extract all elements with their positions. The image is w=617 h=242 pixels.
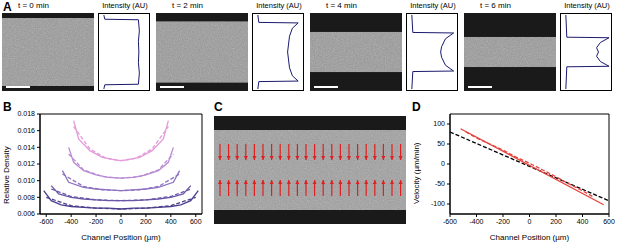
html-text:A: A: [3, 0, 12, 14]
svg-text:Channel Position (µm): Channel Position (µm): [490, 233, 570, 242]
html-text:Intensity (AU): Intensity (AU): [256, 1, 302, 10]
html-text:t = 2 min: t = 2 min: [172, 1, 203, 10]
html-text:C: C: [214, 100, 223, 114]
svg-text:0: 0: [119, 218, 123, 225]
svg-text:-200: -200: [496, 218, 510, 225]
svg-text:600: 600: [190, 218, 202, 225]
html-text:t = 0 min: t = 0 min: [18, 1, 49, 10]
html-text:Intensity (AU): Intensity (AU): [410, 1, 456, 10]
html-text:Intensity (AU): Intensity (AU): [564, 1, 610, 10]
html-text:D: D: [412, 100, 421, 114]
svg-text:0: 0: [528, 218, 532, 225]
svg-text:0.016: 0.016: [17, 127, 35, 134]
html-text:t = 4 min: t = 4 min: [326, 1, 357, 10]
svg-text:50: 50: [437, 140, 445, 147]
svg-text:200: 200: [140, 218, 152, 225]
svg-text:400: 400: [165, 218, 177, 225]
html-text:t = 6 min: t = 6 min: [480, 1, 511, 10]
svg-text:-400: -400: [64, 218, 78, 225]
svg-text:400: 400: [577, 218, 589, 225]
html-text:Intensity (AU): Intensity (AU): [102, 1, 148, 10]
svg-text:-400: -400: [469, 218, 483, 225]
svg-text:600: 600: [603, 218, 615, 225]
svg-text:0.006: 0.006: [17, 210, 35, 217]
svg-text:0.012: 0.012: [17, 160, 35, 167]
svg-text:Relative Density: Relative Density: [2, 146, 11, 204]
svg-text:200: 200: [550, 218, 562, 225]
svg-text:Channel Position (µm): Channel Position (µm): [81, 233, 161, 242]
svg-text:100: 100: [433, 120, 445, 127]
svg-text:-600: -600: [443, 218, 457, 225]
svg-text:0.018: 0.018: [17, 110, 35, 117]
html-text:B: B: [3, 100, 12, 114]
svg-text:Velocity (µm/min): Velocity (µm/min): [412, 142, 421, 204]
svg-text:0.008: 0.008: [17, 194, 35, 201]
svg-text:0: 0: [441, 160, 445, 167]
svg-text:-100: -100: [431, 200, 445, 207]
svg-text:-200: -200: [89, 218, 103, 225]
svg-text:0.014: 0.014: [17, 144, 35, 151]
svg-text:-50: -50: [435, 180, 445, 187]
svg-text:0.010: 0.010: [17, 177, 35, 184]
svg-text:-600: -600: [39, 218, 53, 225]
